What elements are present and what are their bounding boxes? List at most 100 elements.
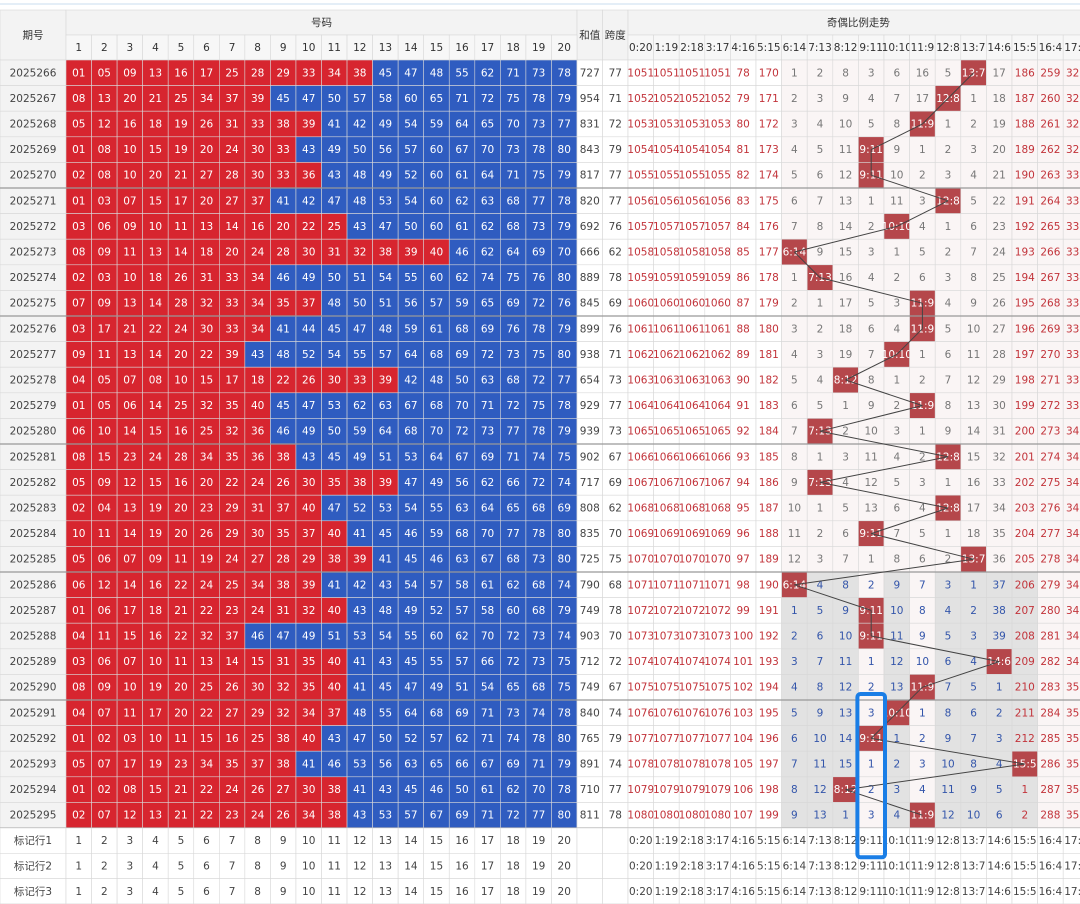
ratio-omission-bg	[986, 776, 1013, 803]
ratio-omission: 1059	[704, 272, 731, 284]
ratio-omission: 4	[996, 759, 1003, 771]
ratio-omission: 1062	[704, 349, 731, 361]
ratio-omission-bg	[730, 187, 757, 214]
number-bg	[167, 750, 195, 778]
number-bg	[321, 699, 348, 726]
number: 45	[276, 93, 289, 105]
ratio-omission-bg	[755, 264, 782, 291]
ratio-omission-bg	[678, 546, 706, 573]
marker-ratio: 14:6	[987, 860, 1011, 872]
number: 63	[404, 759, 417, 771]
ratio-omission-bg	[986, 264, 1013, 291]
sum: 654	[580, 375, 600, 387]
ratio-omission: 336	[1066, 323, 1080, 335]
number-bg	[244, 264, 271, 291]
number-bg	[474, 520, 501, 547]
number-bg	[244, 136, 271, 163]
ratio-omission-bg	[730, 418, 757, 445]
number: 43	[379, 784, 392, 796]
ratio-omission: 3	[945, 272, 952, 284]
number: 47	[302, 93, 315, 105]
ratio-omission-bg	[960, 110, 987, 138]
number-bg	[525, 290, 552, 317]
sum-bg	[576, 264, 603, 291]
ratio-omission: 1	[817, 298, 824, 310]
ratio-omission: 332	[1066, 221, 1080, 233]
sum-bg	[576, 546, 603, 573]
sum: 710	[580, 784, 600, 796]
ratio-omission-bg	[986, 392, 1013, 419]
ratio-omission: 1	[919, 426, 926, 438]
number: 43	[353, 810, 366, 822]
marker-blank-bg	[576, 852, 603, 879]
number: 33	[353, 375, 366, 387]
issue: 2025285	[10, 554, 57, 566]
number: 64	[455, 119, 469, 131]
ratio-omission: 1058	[704, 247, 731, 259]
marker-number-bg	[448, 878, 476, 904]
number: 15	[98, 451, 111, 463]
number-bg	[346, 597, 373, 624]
ratio-col-header: 15:5	[1013, 42, 1037, 54]
number: 49	[302, 631, 315, 643]
ratio-omission: 9	[919, 631, 926, 643]
ratio-omission-bg	[858, 392, 885, 419]
ratio-omission-bg	[755, 366, 782, 394]
ratio-omission: 2	[919, 451, 926, 463]
ratio-omission-bg	[781, 213, 808, 240]
number: 40	[328, 656, 341, 668]
ratio-omission: 1076	[653, 707, 680, 719]
ratio-omission: 1079	[679, 784, 706, 796]
trend-line	[845, 763, 1025, 791]
span: 62	[609, 247, 622, 259]
ratio-omission-bg	[755, 571, 782, 598]
number: 78	[532, 426, 545, 438]
number-bg	[346, 571, 373, 598]
ratio-omission: 1071	[653, 579, 680, 591]
ratio-omission: 2	[970, 605, 977, 617]
number-bg	[116, 418, 143, 445]
ratio-omission: 269	[1040, 323, 1060, 335]
number-bg	[525, 213, 552, 240]
number: 63	[455, 554, 468, 566]
number-bg	[295, 725, 322, 752]
ratio-omission: 3	[893, 784, 900, 796]
sum: 891	[580, 759, 600, 771]
number: 30	[251, 528, 264, 540]
number: 78	[532, 733, 545, 745]
number-bg	[142, 110, 169, 138]
ratio-omission-bg	[832, 187, 859, 214]
number-bg	[448, 59, 476, 86]
span: 74	[609, 707, 623, 719]
sum-bg	[576, 597, 603, 624]
ratio-omission: 1072	[704, 605, 731, 617]
issue: 2025272	[10, 221, 57, 233]
number-bg	[270, 469, 297, 496]
number: 20	[200, 195, 213, 207]
ratio-omission: 107	[733, 810, 753, 822]
marker-number-bg	[219, 852, 246, 879]
ratio-omission-bg	[1037, 59, 1064, 86]
ratio-omission: 7	[919, 579, 926, 591]
number: 45	[328, 451, 341, 463]
issue: 2025287	[10, 605, 57, 617]
ratio-omission: 1	[919, 144, 926, 156]
ratio-omission: 190	[1015, 170, 1035, 182]
number: 06	[98, 656, 112, 668]
marker-ratio: 9:11	[859, 835, 883, 847]
marker-number: 5	[178, 835, 185, 847]
number: 39	[302, 579, 315, 591]
ratio-omission: 12	[865, 477, 878, 489]
number: 71	[481, 707, 494, 719]
ratio-omission: 331	[1066, 195, 1080, 207]
span: 78	[609, 605, 622, 617]
ratio-omission: 198	[759, 784, 779, 796]
number-bg	[321, 520, 348, 547]
number-bg	[423, 597, 450, 624]
number: 70	[481, 631, 494, 643]
number: 04	[72, 375, 86, 387]
number: 68	[430, 707, 443, 719]
number: 45	[379, 67, 392, 79]
sum: 712	[580, 656, 600, 668]
